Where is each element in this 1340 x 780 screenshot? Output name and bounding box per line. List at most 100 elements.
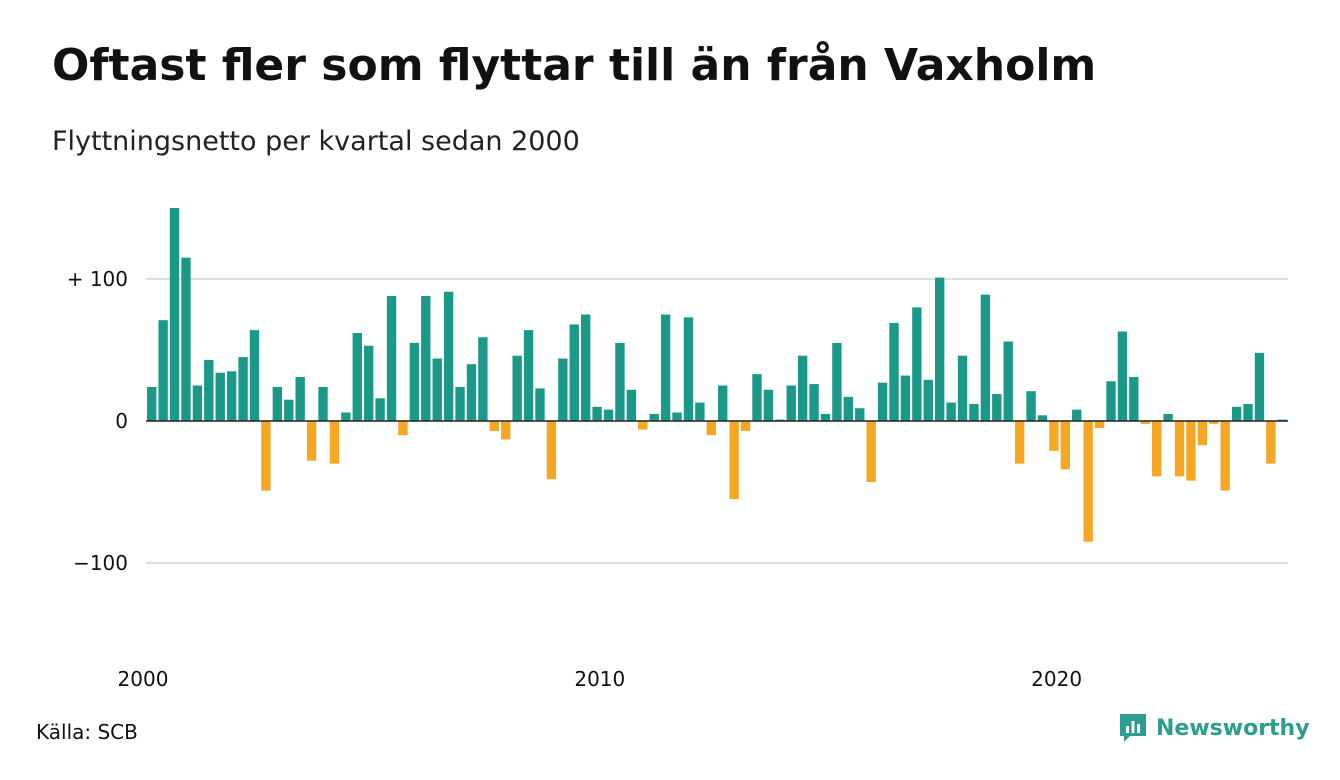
bar	[398, 421, 408, 436]
bar	[740, 421, 751, 431]
bar	[204, 359, 214, 421]
bar	[866, 421, 876, 483]
y-axis-ticks: + 100 0 −100	[67, 267, 128, 575]
bar	[284, 399, 294, 421]
bar	[877, 382, 888, 421]
bar	[1049, 421, 1059, 451]
bar	[238, 357, 248, 421]
bar	[797, 355, 808, 421]
bar	[364, 345, 374, 421]
bar	[763, 389, 774, 421]
bar	[535, 388, 545, 421]
bar	[843, 396, 854, 421]
bar	[455, 386, 465, 421]
bar	[158, 320, 168, 421]
bar	[478, 337, 488, 421]
bar	[341, 412, 351, 421]
x-tick-label: 2020	[1031, 667, 1082, 691]
bar	[1026, 391, 1036, 421]
bar	[147, 386, 157, 421]
bar	[935, 277, 945, 421]
bar	[923, 379, 933, 421]
bar	[1186, 421, 1196, 481]
bar	[683, 317, 694, 421]
bar	[569, 324, 579, 421]
newsworthy-logo-icon	[1120, 714, 1146, 742]
bar	[592, 406, 602, 421]
source-note: Källa: SCB	[36, 720, 138, 744]
chart-title: Oftast fler som flyttar till än från Vax…	[52, 40, 1097, 91]
bar	[1220, 421, 1230, 491]
bar	[192, 385, 203, 421]
bar	[1014, 421, 1025, 464]
bar	[1266, 421, 1276, 464]
bar	[1140, 421, 1150, 424]
bar	[306, 421, 317, 461]
bar	[1060, 421, 1070, 470]
bar	[946, 402, 956, 421]
bar	[603, 409, 614, 421]
bar	[329, 421, 340, 464]
bar	[295, 376, 305, 421]
y-tick-label: −100	[73, 551, 128, 575]
bar	[1083, 421, 1093, 542]
bar	[1243, 403, 1253, 421]
bar	[318, 386, 328, 421]
bar	[523, 330, 534, 421]
bar	[249, 330, 260, 421]
bar	[889, 323, 899, 421]
bar	[752, 374, 762, 421]
bar	[672, 412, 682, 421]
bar	[1209, 421, 1219, 424]
brand-name: Newsworthy	[1156, 715, 1310, 741]
bar	[992, 394, 1002, 421]
bar	[226, 371, 237, 421]
bar	[980, 294, 991, 421]
bar	[1072, 409, 1082, 421]
bar	[261, 421, 271, 491]
bar	[649, 413, 659, 421]
bar	[558, 358, 568, 421]
bar	[855, 408, 865, 421]
bar	[1231, 406, 1242, 421]
bar	[809, 384, 819, 421]
bar	[466, 364, 477, 421]
bar	[352, 332, 362, 421]
bar	[272, 386, 283, 421]
y-tick-label: + 100	[67, 267, 128, 291]
bar	[706, 421, 716, 436]
x-axis-ticks: 2000 2010 2020	[118, 667, 1083, 691]
bar	[626, 389, 637, 421]
bars	[147, 208, 1287, 542]
bar	[1163, 413, 1173, 421]
chart-subtitle: Flyttningsnetto per kvartal sedan 2000	[52, 126, 580, 157]
bar	[580, 314, 591, 421]
bar	[615, 342, 625, 421]
bar	[375, 398, 385, 421]
bar	[969, 403, 979, 421]
bar	[443, 291, 454, 421]
bar	[832, 342, 842, 421]
y-tick-label: 0	[115, 409, 128, 433]
bar	[900, 375, 911, 421]
bar	[546, 421, 557, 480]
bar	[1254, 352, 1265, 421]
bar	[729, 421, 739, 500]
bar	[1174, 421, 1185, 477]
x-tick-label: 2010	[574, 667, 625, 691]
bar	[1094, 421, 1105, 429]
bar	[215, 372, 225, 421]
grid-lines	[146, 278, 1288, 564]
bar	[489, 421, 499, 431]
x-tick-label: 2000	[118, 667, 169, 691]
bar	[512, 355, 522, 421]
bar	[912, 307, 922, 421]
bar	[386, 296, 397, 421]
newsworthy-brand[interactable]: Newsworthy	[1118, 712, 1310, 744]
bar	[718, 385, 728, 421]
bar	[1151, 421, 1162, 477]
bar	[1003, 341, 1013, 421]
bar	[660, 314, 671, 421]
bar	[638, 421, 648, 430]
bar	[1117, 331, 1128, 421]
